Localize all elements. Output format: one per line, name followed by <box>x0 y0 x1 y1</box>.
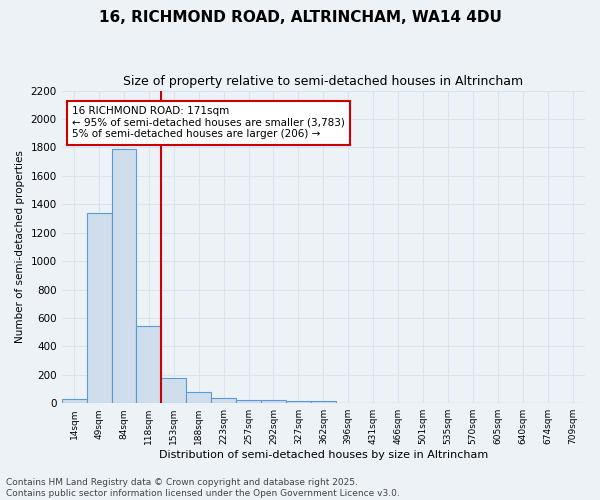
X-axis label: Distribution of semi-detached houses by size in Altrincham: Distribution of semi-detached houses by … <box>159 450 488 460</box>
Bar <box>186 392 211 403</box>
Bar <box>62 399 86 403</box>
Bar <box>311 401 336 403</box>
Bar <box>211 398 236 403</box>
Title: Size of property relative to semi-detached houses in Altrincham: Size of property relative to semi-detach… <box>123 75 523 88</box>
Bar <box>236 400 261 403</box>
Bar <box>136 326 161 403</box>
Bar <box>286 401 311 403</box>
Bar <box>261 400 286 403</box>
Bar <box>112 149 136 403</box>
Y-axis label: Number of semi-detached properties: Number of semi-detached properties <box>15 150 25 344</box>
Text: 16, RICHMOND ROAD, ALTRINCHAM, WA14 4DU: 16, RICHMOND ROAD, ALTRINCHAM, WA14 4DU <box>98 10 502 25</box>
Text: Contains HM Land Registry data © Crown copyright and database right 2025.
Contai: Contains HM Land Registry data © Crown c… <box>6 478 400 498</box>
Text: 16 RICHMOND ROAD: 171sqm
← 95% of semi-detached houses are smaller (3,783)
5% of: 16 RICHMOND ROAD: 171sqm ← 95% of semi-d… <box>72 106 345 140</box>
Bar <box>161 378 186 403</box>
Bar <box>86 213 112 403</box>
